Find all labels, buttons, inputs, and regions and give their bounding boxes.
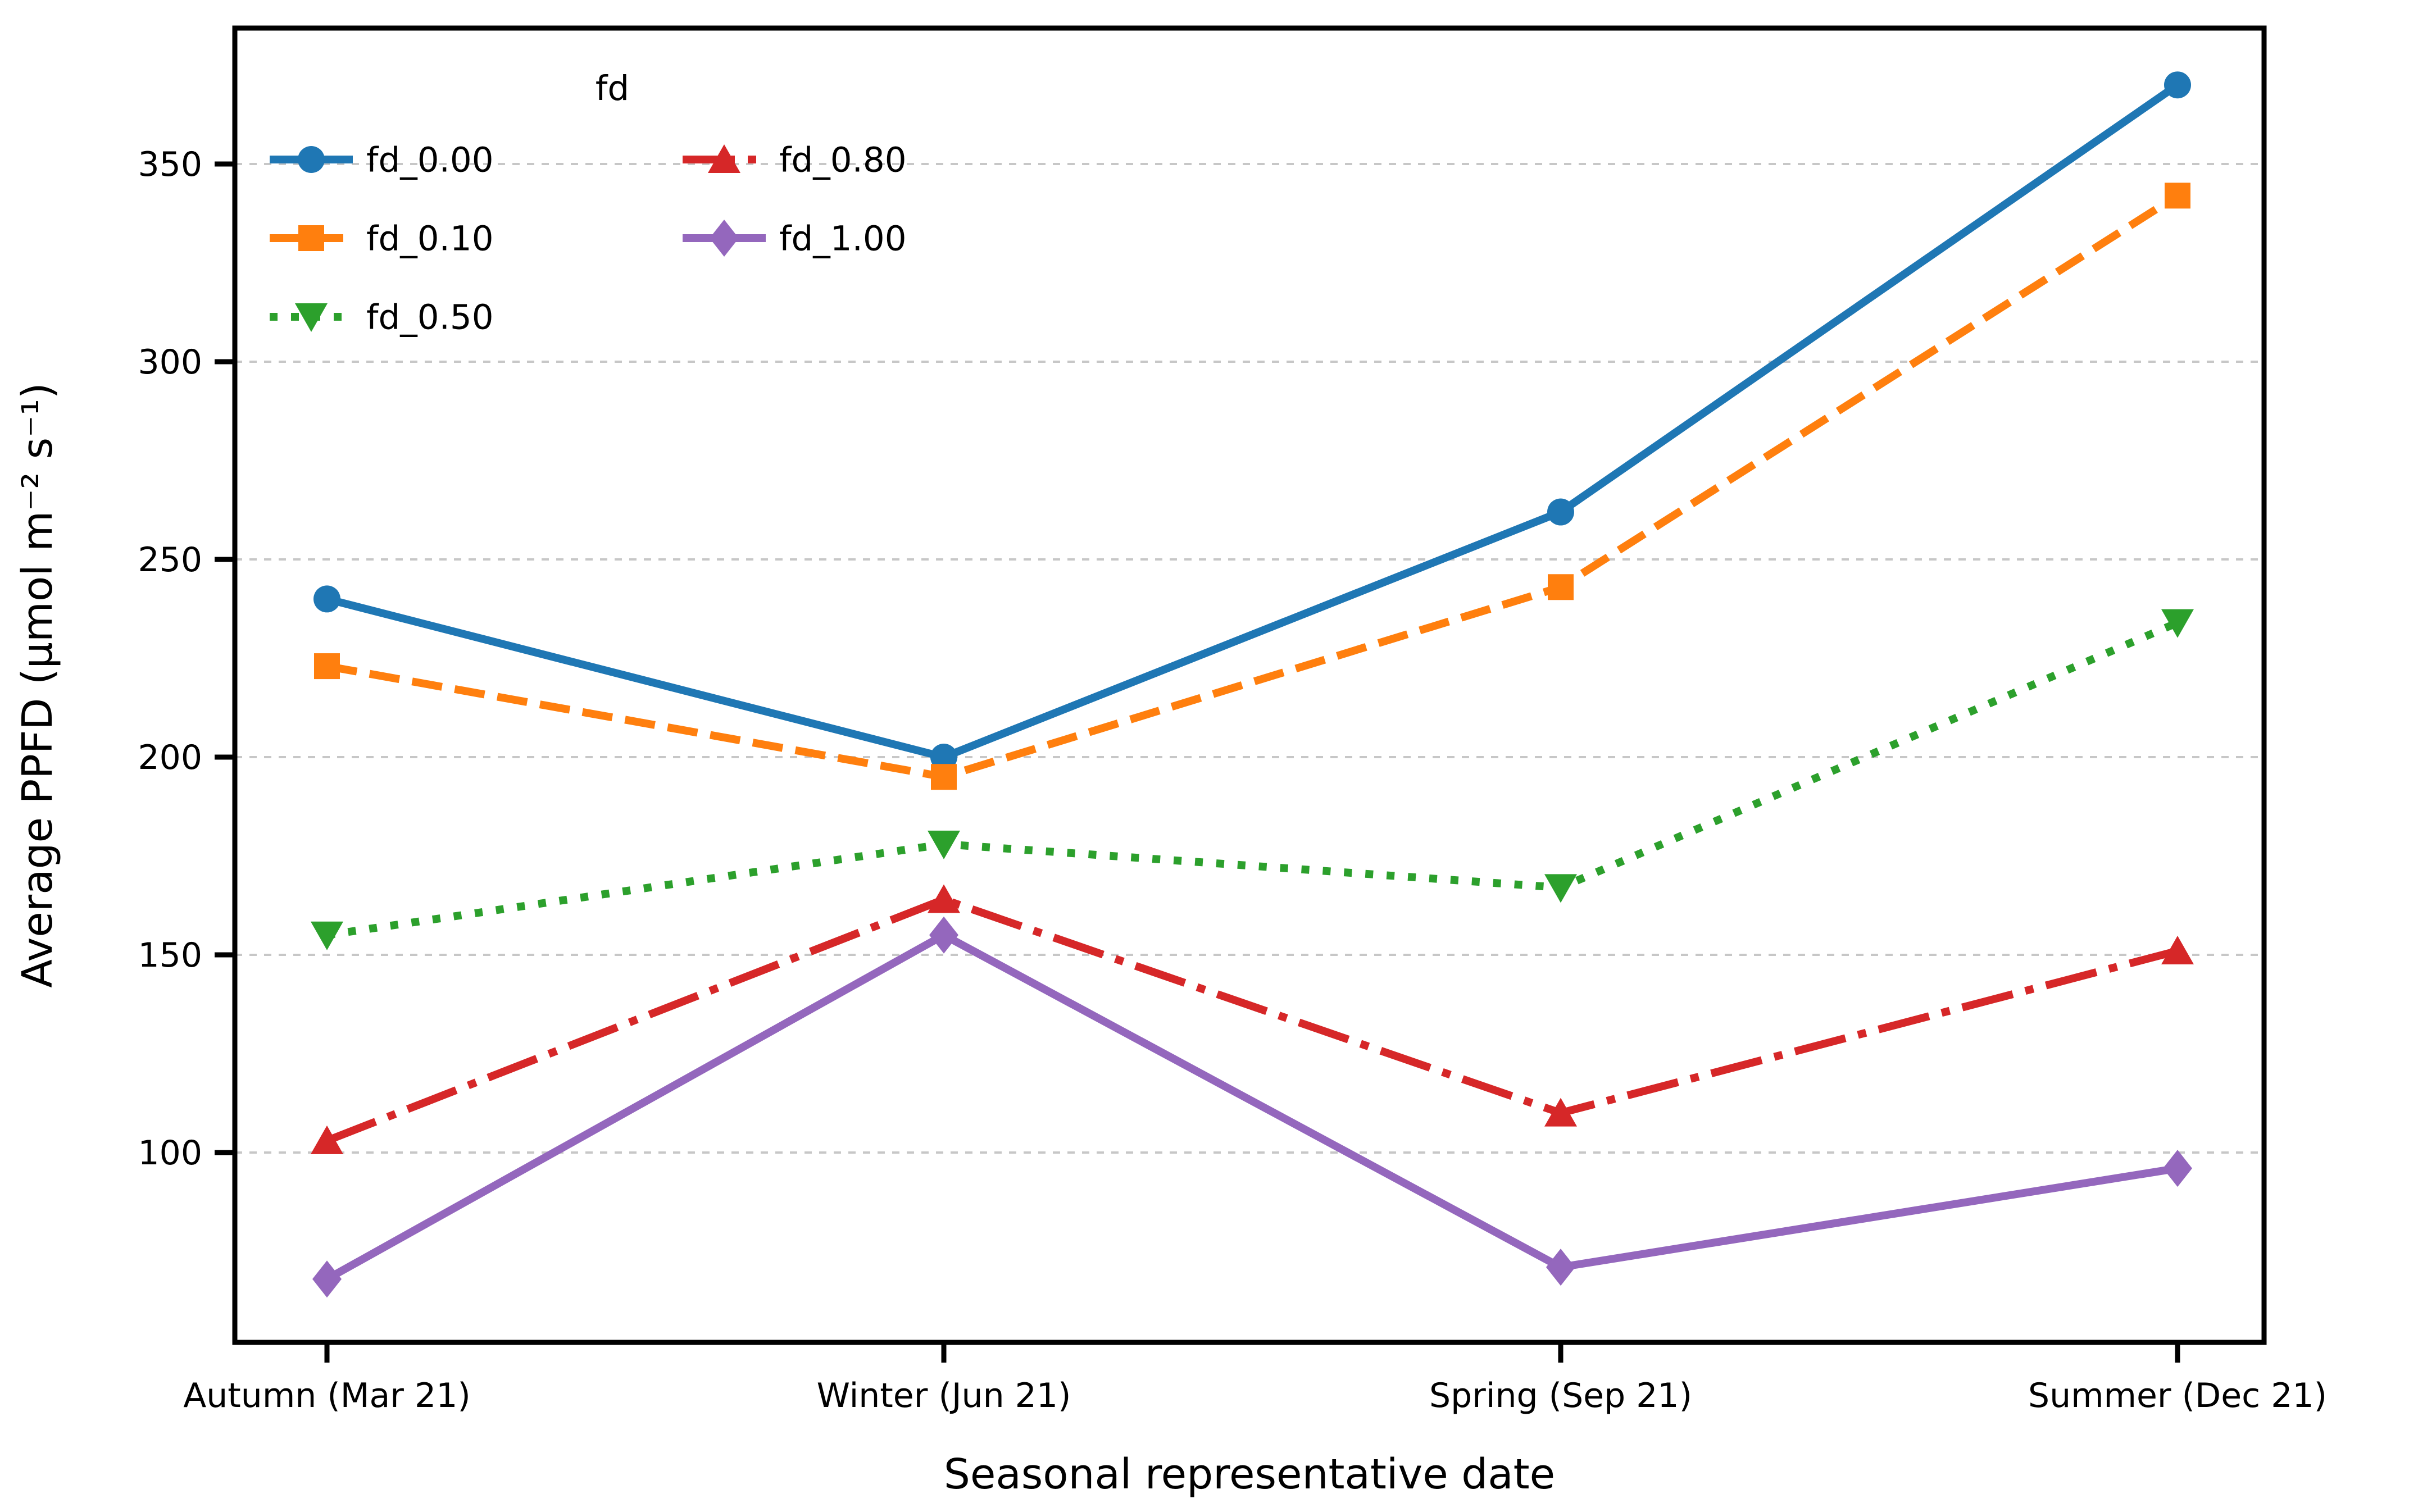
data-point-fd_0.80-3 [2161, 935, 2194, 964]
data-point-fd_1.00-1 [929, 916, 958, 954]
y-tick-label: 200 [138, 738, 202, 777]
y-tick-label: 350 [138, 145, 202, 184]
series-fd_0.80 [311, 884, 2194, 1154]
y-tick-label: 100 [138, 1133, 202, 1173]
data-point-fd_0.50-1 [928, 830, 960, 859]
legend-label-fd_0.80: fd_0.80 [779, 140, 907, 180]
legend-label-fd_1.00: fd_1.00 [779, 218, 907, 258]
legend: fd_0.00 fd_0.10 fd_0.50 fd_0.80 fd_1.00 [270, 140, 907, 337]
legend-entry-fd_0.80: fd_0.80 [683, 140, 907, 180]
x-axis-ticks: Autumn (Mar 21) Winter (Jun 21) Spring (Se… [183, 1342, 2327, 1415]
legend-title: fd [596, 69, 629, 108]
data-point-fd_0.80-1 [928, 884, 960, 913]
legend-marker-fd_0.10 [298, 225, 324, 251]
legend-marker-fd_1.00 [710, 220, 739, 257]
legend-marker-fd_0.50 [295, 303, 328, 332]
data-point-fd_1.00-2 [1546, 1249, 1575, 1286]
gridlines [235, 163, 2264, 1154]
legend-marker-fd_0.80 [708, 144, 740, 173]
series-fd_1.00 [312, 916, 2192, 1298]
data-point-fd_0.00-1 [930, 744, 957, 771]
x-tick-label: Autumn (Mar 21) [183, 1376, 471, 1415]
series-line-fd_0.10 [326, 192, 2180, 781]
x-axis-title: Seasonal representative date [944, 1450, 1555, 1499]
y-axis-title: Average PPFD (μmol m⁻² s⁻¹) [13, 382, 62, 988]
data-point-fd_0.00-0 [313, 585, 340, 613]
data-point-fd_0.50-3 [2161, 609, 2194, 638]
plot-border [232, 25, 2267, 1345]
data-point-fd_0.10-3 [2165, 183, 2190, 209]
legend-label-fd_0.10: fd_0.10 [366, 218, 494, 258]
data-point-fd_0.10-0 [314, 653, 340, 680]
data-point-fd_1.00-0 [312, 1260, 342, 1298]
series-fd_0.10 [314, 183, 2190, 790]
series-lines [311, 71, 2194, 1298]
y-tick-label: 250 [138, 540, 202, 580]
legend-entry-fd_0.00: fd_0.00 [270, 140, 494, 180]
series-line-fd_0.80 [325, 895, 2179, 1145]
x-tick-label: Winter (Jun 21) [817, 1376, 1071, 1415]
series-line-fd_0.00 [326, 81, 2180, 762]
legend-entry-fd_1.00: fd_1.00 [683, 218, 907, 258]
data-point-fd_0.50-0 [311, 921, 343, 950]
x-tick-label: Summer (Dec 21) [2028, 1376, 2327, 1415]
series-fd_0.00 [313, 71, 2191, 771]
data-point-fd_0.00-2 [1547, 498, 1574, 526]
legend-entry-fd_0.10: fd_0.10 [270, 218, 494, 258]
series-line-fd_1.00 [325, 930, 2179, 1283]
legend-marker-fd_0.00 [298, 146, 325, 173]
data-point-fd_0.80-0 [311, 1125, 343, 1154]
data-point-fd_0.00-3 [2164, 71, 2191, 99]
y-tick-label: 300 [138, 343, 202, 382]
data-point-fd_0.10-2 [1548, 574, 1574, 600]
legend-label-fd_0.00: fd_0.00 [366, 140, 494, 180]
data-point-fd_0.80-2 [1544, 1097, 1577, 1127]
data-point-fd_0.10-1 [931, 764, 957, 790]
data-point-fd_1.00-3 [2163, 1150, 2192, 1187]
x-tick-label: Spring (Sep 21) [1429, 1376, 1692, 1415]
legend-entry-fd_0.50: fd_0.50 [270, 297, 494, 337]
series-fd_0.50 [311, 609, 2194, 950]
legend-label-fd_0.50: fd_0.50 [366, 297, 494, 337]
data-point-fd_0.50-2 [1544, 874, 1577, 903]
y-axis-ticks: 350 300 250 200 150 100 [138, 145, 235, 1173]
y-tick-label: 150 [138, 936, 202, 975]
